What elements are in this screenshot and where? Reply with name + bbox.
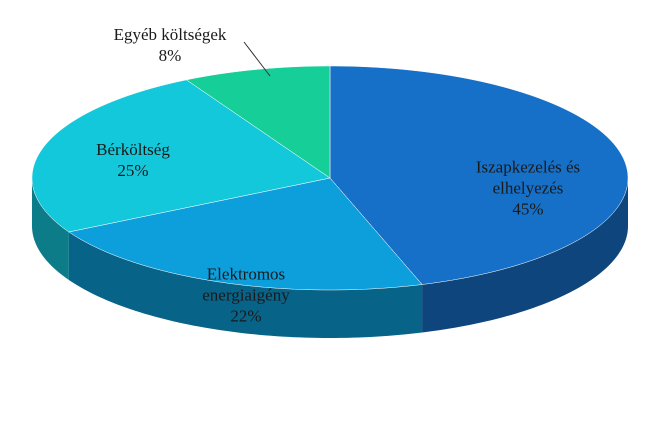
value-label: 22% [230,306,262,326]
pie-tops [31,65,629,291]
pie-slice-side [422,178,628,333]
value-label: 45% [512,199,544,219]
pie-sides [32,178,628,338]
category-label: Bérköltség [96,140,170,159]
slice-label: Egyéb költségek 8% [95,24,245,66]
slice-label: Iszapkezelés és elhelyezés 45% [453,157,603,220]
category-label: Iszapkezelés és elhelyezés [475,157,581,198]
pie-slice [185,65,331,179]
category-label: Egyéb költségek [113,25,227,44]
slice-label: Elektromos energiaigény 22% [176,264,316,327]
pie-slice [31,79,331,233]
pie-slice [329,65,629,285]
pie-slice [68,177,423,291]
category-label: Elektromos energiaigény [202,264,290,305]
pie-slice-side [68,231,423,338]
leader-line [243,41,271,77]
value-label: 25% [117,161,149,180]
slice-label: Bérköltség 25% [78,139,188,181]
value-label: 8% [158,46,182,65]
pie-slice-side [32,178,69,280]
